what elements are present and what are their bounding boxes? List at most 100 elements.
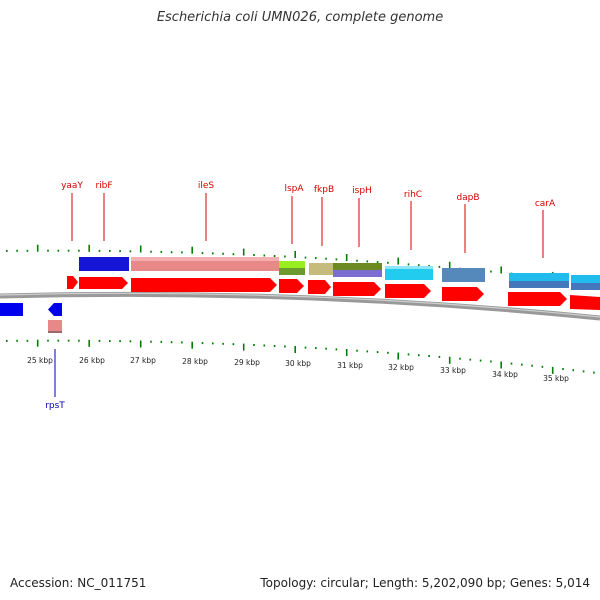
minor-tick: [47, 249, 49, 252]
minor-tick: [335, 258, 338, 261]
major-tick: [36, 244, 39, 252]
minor-tick: [418, 264, 420, 267]
gene-labels: yaaY ribF ileS lspA fkpB ispH rihC dapB …: [45, 181, 556, 411]
gene-label-carA[interactable]: carA: [535, 199, 556, 209]
minor-tick: [78, 339, 80, 342]
minor-tick: [150, 340, 152, 343]
feature-block-lspA-b[interactable]: [279, 268, 305, 275]
major-tick: [448, 261, 451, 269]
cds-arrow-rihC[interactable]: [385, 284, 431, 298]
cds-arrow-carB[interactable]: [570, 295, 600, 310]
feature-block-rpsT[interactable]: [48, 320, 62, 333]
minor-tick: [6, 339, 8, 342]
minor-tick: [119, 340, 121, 343]
feature-block-carB-a[interactable]: [571, 275, 600, 283]
gene-label-yaaY[interactable]: yaaY: [61, 181, 83, 191]
cds-arrow-ribF[interactable]: [79, 277, 128, 289]
major-tick: [551, 366, 554, 374]
cds-arrow-lspA[interactable]: [279, 279, 304, 293]
scale-label: 28 kbp: [182, 357, 208, 366]
minor-tick: [284, 345, 286, 348]
minor-tick: [181, 341, 183, 344]
minor-tick: [67, 339, 70, 342]
minor-tick: [253, 344, 255, 346]
gene-label-dapB[interactable]: dapB: [456, 193, 479, 203]
scale-labels: 25 kbp 26 kbp 27 kbp 28 kbp 29 kbp 30 kb…: [27, 356, 569, 383]
feature-block-carA-a[interactable]: [509, 273, 569, 281]
feature-block-carA-b[interactable]: [509, 281, 569, 288]
cds-arrow-dapB[interactable]: [442, 287, 484, 301]
minor-tick: [325, 257, 327, 260]
minor-tick: [263, 344, 266, 347]
minor-tick: [232, 343, 235, 346]
major-tick: [242, 343, 245, 351]
feature-block-carB-b[interactable]: [571, 283, 600, 290]
minor-tick: [78, 249, 80, 252]
minor-tick: [16, 339, 18, 342]
minor-tick: [376, 351, 379, 354]
minor-tick: [593, 371, 595, 374]
minor-tick: [26, 249, 29, 252]
cds-arrow-yaaY[interactable]: [67, 276, 78, 289]
minor-tick: [531, 364, 533, 367]
minor-tick: [119, 250, 121, 253]
minor-tick: [325, 347, 327, 350]
feature-block-dapB[interactable]: [442, 268, 485, 282]
minor-tick: [438, 355, 441, 358]
minor-tick: [129, 340, 132, 343]
feature-block-lspA-a[interactable]: [279, 261, 305, 268]
cds-arrow-rpsT[interactable]: [48, 303, 62, 316]
major-tick: [397, 257, 399, 265]
minor-tick: [562, 368, 564, 370]
minor-tick: [57, 249, 60, 252]
major-tick: [500, 361, 502, 369]
minor-tick: [490, 270, 492, 273]
minor-tick: [98, 249, 101, 252]
cds-arrow-reverse-left[interactable]: [0, 303, 23, 316]
minor-tick: [582, 370, 585, 373]
feature-block-ribF[interactable]: [79, 257, 129, 271]
gene-label-rpsT[interactable]: rpsT: [45, 401, 65, 411]
feature-block-ispH-a[interactable]: [333, 263, 382, 270]
cds-arrow-carA[interactable]: [508, 292, 567, 306]
minor-tick: [459, 357, 461, 360]
cds-arrow-fkpB[interactable]: [308, 280, 331, 294]
major-tick: [397, 352, 399, 360]
feature-block-ispH-b[interactable]: [333, 270, 382, 277]
scale-label: 31 kbp: [337, 361, 363, 370]
cds-reverse-lane: [0, 303, 62, 333]
gene-label-ispH[interactable]: ispH: [352, 186, 372, 196]
minor-tick: [67, 249, 70, 252]
gene-label-lspA[interactable]: lspA: [284, 184, 304, 194]
minor-tick: [26, 339, 29, 342]
minor-tick: [98, 339, 101, 342]
cds-arrow-ileS[interactable]: [131, 278, 277, 292]
minor-tick: [201, 342, 204, 345]
minor-tick: [170, 251, 173, 254]
minor-tick: [376, 261, 379, 264]
major-tick: [345, 254, 348, 261]
major-tick: [191, 246, 193, 254]
cds-arrow-ispH[interactable]: [333, 282, 381, 296]
feature-block-rihC[interactable]: [385, 266, 433, 280]
feature-lane-top: [79, 257, 600, 290]
minor-tick: [387, 261, 389, 264]
gene-label-fkpB[interactable]: fkpB: [314, 185, 334, 195]
major-tick: [139, 245, 142, 253]
feature-block-fkpB[interactable]: [309, 263, 333, 275]
minor-tick: [356, 259, 358, 262]
minor-tick: [201, 252, 204, 255]
accession-text: Accession: NC_011751: [10, 576, 147, 590]
gene-label-ribF[interactable]: ribF: [95, 181, 112, 191]
minor-tick: [541, 365, 544, 368]
lower-tick-row: [6, 339, 595, 374]
gene-label-ileS[interactable]: ileS: [198, 181, 215, 191]
minor-tick: [304, 346, 307, 349]
major-tick: [139, 340, 142, 348]
gene-label-rihC[interactable]: rihC: [404, 190, 422, 200]
cds-forward-lane: [67, 276, 600, 310]
minor-tick: [212, 252, 214, 255]
genome-summary-text: Topology: circular; Length: 5,202,090 bp…: [260, 576, 590, 590]
minor-tick: [253, 254, 255, 256]
